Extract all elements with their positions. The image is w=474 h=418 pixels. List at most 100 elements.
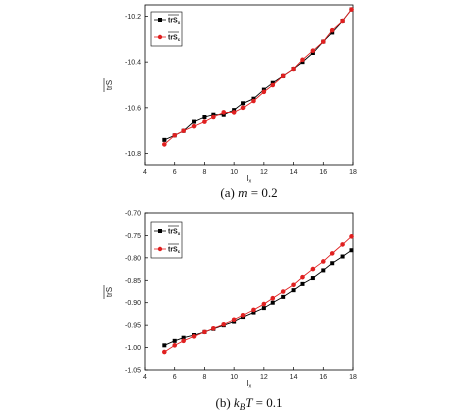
data-point-circle <box>240 312 246 318</box>
data-point-square <box>340 254 345 259</box>
legend: trSx trSc <box>150 221 183 259</box>
data-point-circle <box>291 66 296 72</box>
data-point-square <box>281 294 286 299</box>
x-tick-label: 16 <box>319 169 327 176</box>
caption-b-prefix: (b) <box>215 395 233 410</box>
data-point-circle <box>221 321 227 327</box>
data-point-circle <box>231 110 237 115</box>
data-point-circle <box>349 7 354 12</box>
y-axis-title: trS <box>103 285 114 299</box>
caption-a-rest: = 0.2 <box>247 185 277 200</box>
legend-label-1-sub: c <box>178 249 181 254</box>
data-point-circle <box>320 39 326 44</box>
x-axis-ticks: 4 6 8 10 12 14 16 18 <box>143 367 357 381</box>
data-point-square <box>291 288 296 293</box>
data-point-square <box>251 310 256 315</box>
x-tick-label: 14 <box>290 169 298 176</box>
data-point-circle <box>280 289 286 294</box>
data-point-square <box>300 281 305 286</box>
data-point-circle <box>340 242 345 247</box>
data-point-circle <box>191 123 197 129</box>
x-tick-label: 4 <box>143 374 147 381</box>
data-point-circle <box>162 349 167 355</box>
x-tick-label: 8 <box>202 374 206 381</box>
data-point-circle <box>270 82 276 88</box>
legend-marker-square <box>158 229 162 233</box>
x-axis-title-sub: x <box>249 384 252 390</box>
series-line-c <box>164 9 352 145</box>
legend-label-1-main: trS <box>168 247 178 254</box>
data-point-square <box>310 276 315 281</box>
legend-label-0: trSx <box>168 18 181 26</box>
data-point-circle <box>181 128 186 134</box>
legend-label-1: trSc <box>168 35 181 43</box>
data-point-circle <box>261 89 267 95</box>
y-tick-label: -0.80 <box>125 255 141 262</box>
x-tick-label: 10 <box>230 169 238 176</box>
series-line-x <box>164 249 352 346</box>
x-tick-label: 8 <box>202 169 206 176</box>
x-tick-label: 14 <box>290 374 298 381</box>
caption-b-sub: B <box>240 402 246 412</box>
caption-a-prefix: (a) <box>220 185 238 200</box>
data-point-circle <box>211 114 216 120</box>
x-tick-label: 4 <box>143 169 147 176</box>
x-tick-label: 12 <box>260 374 268 381</box>
caption-b-var: k <box>234 395 240 410</box>
x-tick-label: 6 <box>173 374 177 381</box>
caption-a-var: m <box>238 185 247 200</box>
chart-panel-b: 4 6 8 10 12 14 16 18 -1.05-1.00-0.95-0.90-0.85-… <box>103 211 357 412</box>
x-tick-label: 6 <box>173 169 177 176</box>
legend-marker-circle <box>157 246 163 252</box>
data-point-circle <box>300 57 305 63</box>
y-tick-label: -1.05 <box>125 368 141 375</box>
legend-label-0-main: trS <box>168 18 178 25</box>
data-point-square <box>321 268 326 273</box>
data-point-circle <box>172 132 178 138</box>
x-axis-title-main: l <box>247 379 249 388</box>
data-point-circle <box>329 27 335 33</box>
data-point-circle <box>261 301 267 307</box>
data-point-square <box>270 300 275 305</box>
data-point-circle <box>349 234 354 239</box>
x-tick-label: 12 <box>260 169 268 176</box>
data-point-square <box>162 343 167 348</box>
legend-label-0: trSx <box>168 229 181 237</box>
data-point-square <box>181 335 186 340</box>
data-point-square <box>349 248 354 253</box>
series-layer <box>162 234 354 355</box>
y-tick-label: -0.95 <box>125 323 141 330</box>
y-tick-label: -0.75 <box>125 233 141 240</box>
legend-label-1-main: trS <box>168 35 178 42</box>
plot-frame <box>144 4 354 166</box>
legend-label-1-sub: c <box>178 37 181 42</box>
y-tick-label: -0.70 <box>125 211 141 218</box>
y-axis-ticks: -1.05 -1.00 -0.95 -0.90 -0.85 -0.80 -0.75 -0.70 <box>125 211 148 375</box>
y-tick-label: -10.6 <box>125 105 141 112</box>
data-point-square <box>162 137 167 142</box>
legend-box <box>150 11 183 47</box>
legend-box <box>150 221 183 259</box>
data-point-circle <box>240 105 246 111</box>
y-tick-label: -0.85 <box>125 278 141 285</box>
y-tick-label: -0.90 <box>125 300 141 307</box>
legend-label-0-sub: x <box>178 231 181 236</box>
data-point-circle <box>320 259 326 264</box>
x-tick-label: 18 <box>349 169 357 176</box>
data-point-circle <box>310 266 316 272</box>
data-point-circle <box>251 98 256 104</box>
data-point-circle <box>270 295 276 301</box>
data-point-square <box>172 338 177 343</box>
legend-label-1: trSc <box>168 247 181 255</box>
data-point-circle <box>340 18 345 24</box>
data-point-circle <box>231 317 237 323</box>
legend-label-0-main: trS <box>168 229 178 236</box>
data-point-circle <box>310 48 316 54</box>
data-point-circle <box>329 251 335 256</box>
y-tick-label: -1.00 <box>125 345 141 352</box>
data-point-circle <box>280 73 286 79</box>
data-point-square <box>202 115 207 119</box>
series-layer <box>162 7 354 147</box>
data-point-circle <box>181 338 186 344</box>
data-point-circle <box>291 282 296 288</box>
